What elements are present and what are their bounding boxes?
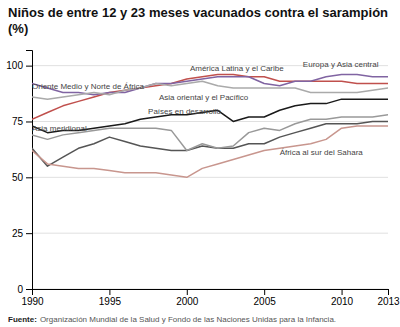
tick: 25 (12, 228, 32, 239)
tick: 1995 (99, 289, 122, 307)
tick: 2000 (176, 289, 199, 307)
annotation: América Latina y el Caribe (190, 64, 284, 73)
tick-label: 25 (12, 228, 24, 239)
tick-mark (109, 289, 110, 295)
source-text: Organización Mundial de la Salud y Fondo… (40, 315, 336, 324)
axis-line (33, 290, 389, 296)
tick-mark (342, 289, 343, 295)
chart-svg: Niños de entre 12 y 23 meses vacunados c… (0, 0, 400, 327)
source-label: Fuente: (8, 315, 37, 324)
annotation: Oriente Medio y Norte de África (32, 82, 145, 91)
title-line: Niños de entre 12 y 23 meses vacunados c… (8, 5, 388, 20)
grid-line (32, 121, 388, 122)
tick-mark (26, 233, 32, 234)
grid-line (32, 233, 388, 234)
annotation: Países en desarrollo (148, 107, 221, 116)
tick-label: 50 (12, 172, 24, 183)
lines (32, 75, 388, 178)
y-axis: 0 25 50 75 100 (6, 51, 32, 295)
plot: 1990 1995 2000 2005 2010 2013 0 25 50 75 100 Améric… (6, 51, 400, 308)
series-line (32, 99, 388, 133)
annotation: Asia meridional (32, 124, 87, 133)
chart-container: Niños de entre 12 y 23 meses vacunados c… (0, 0, 400, 327)
tick-label: 2005 (254, 296, 277, 307)
tick: 1990 (21, 289, 44, 307)
tick-label: 1995 (99, 296, 122, 307)
tick-mark (264, 289, 265, 295)
series-line (32, 75, 388, 95)
tick: 2005 (254, 289, 277, 307)
series-line (32, 121, 388, 166)
annotations: América Latina y el Caribe Europa y Asia … (32, 60, 379, 157)
tick: 100 (6, 60, 32, 71)
tick-mark (187, 289, 188, 295)
annotation: África al sur del Sahara (280, 148, 364, 157)
tick: 50 (12, 172, 32, 183)
grid-line (32, 177, 388, 178)
tick: 2013 (377, 289, 400, 307)
tick-label: 100 (6, 60, 23, 71)
tick-label: 2010 (331, 296, 354, 307)
series-line (32, 75, 388, 120)
series-line (32, 126, 388, 177)
tick-mark (26, 177, 32, 178)
title: Niños de entre 12 y 23 meses vacunados c… (8, 5, 388, 36)
tick-label: 2000 (176, 296, 199, 307)
tick-label: 1990 (21, 296, 44, 307)
tick-label: 0 (17, 284, 23, 295)
tick-mark (26, 289, 32, 290)
tick-mark (388, 289, 389, 295)
source: Fuente:Organización Mundial de la Salud … (8, 315, 336, 324)
tick-label: 2013 (377, 296, 400, 307)
tick-label: 75 (12, 116, 24, 127)
annotation: Asia oriental y el Pacífico (159, 93, 249, 102)
tick: 2010 (331, 289, 354, 307)
title-line: (%) (8, 21, 28, 36)
tick-mark (26, 121, 32, 122)
tick: 75 (12, 116, 32, 127)
tick: 0 (17, 284, 32, 295)
tick-mark (26, 66, 32, 67)
grid (32, 66, 388, 289)
x-axis: 1990 1995 2000 2005 2010 2013 (21, 289, 400, 307)
annotation: Europa y Asia central (303, 60, 379, 69)
